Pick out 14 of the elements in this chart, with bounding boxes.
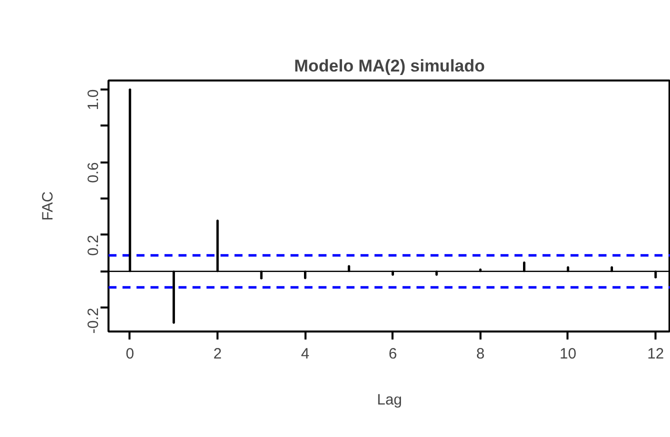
y-tick-label: 1.0 [85, 89, 102, 110]
x-tick-label: 8 [476, 346, 485, 362]
x-tick-label: 6 [388, 346, 397, 362]
chart-title: Modelo MA(2) simulado [294, 56, 485, 76]
y-tick-label: 0.6 [85, 162, 102, 183]
x-tick-label: 0 [126, 346, 134, 362]
y-tick-label: 0.2 [85, 234, 102, 256]
x-tick-label: 2 [213, 346, 222, 362]
x-axis-title: Lag [376, 392, 402, 408]
y-axis-title: FAC [40, 191, 56, 221]
x-tick-label: 4 [301, 346, 310, 362]
x-tick-label: 10 [560, 346, 576, 362]
y-tick-label: -0.2 [85, 308, 102, 334]
x-tick-label: 12 [647, 346, 664, 362]
